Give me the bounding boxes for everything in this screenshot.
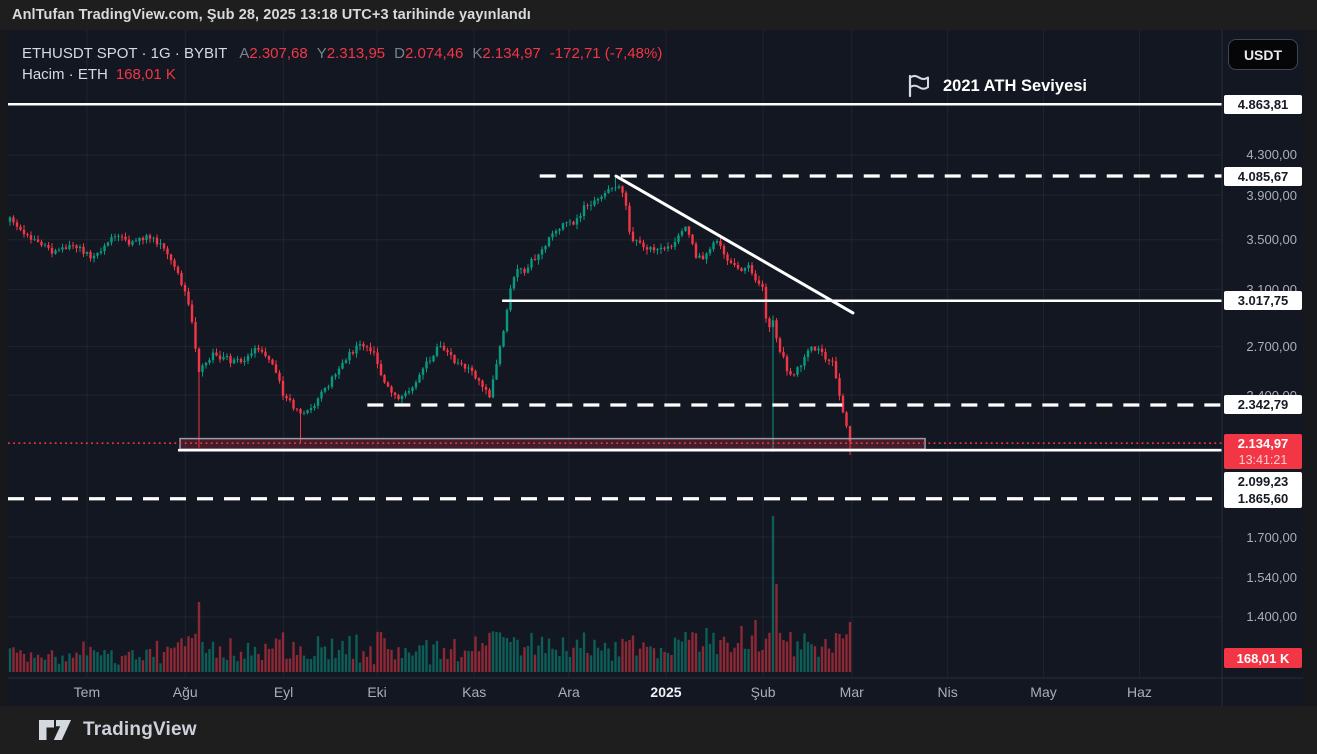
ath-annotation-label: 2021 ATH Seviyesi [943,76,1088,95]
price-tick-label: 3.900,00 [1246,187,1297,203]
volume-axis-label: 168,01 K [1224,648,1302,668]
price-tick-label: 1.400,00 [1246,609,1297,625]
ohlc-item: D2.074,46 [394,45,464,62]
price-tick-label: 4.300,00 [1246,147,1297,163]
time-tick-label: Ağu [172,684,198,700]
horizontal-level-lines[interactable] [8,102,1222,501]
time-tick-label: Haz [1126,684,1152,700]
bar-countdown: 13:41:21 [1238,452,1288,467]
axis-borders [8,30,1303,706]
gridlines [8,30,1222,678]
chart-legend: ETHUSDT SPOT · 1G · BYBIT A2.307,68 Y2.31… [22,43,662,85]
legend-volume-row: Hacim · ETH 168,01 K [22,64,662,85]
volume-study-label[interactable]: Hacim · ETH [22,66,108,83]
volume-value: 168,01 K [115,66,176,83]
symbol-title[interactable]: ETHUSDT SPOT · 1G · BYBIT [22,45,228,62]
level-price-label: 3.017,75 [1224,291,1302,311]
time-tick-label: Şub [750,684,776,700]
demand-zone[interactable] [179,437,926,450]
ohlc-item: A2.307,68 [239,45,308,62]
price-tick-label: 1.540,00 [1246,570,1297,586]
time-tick-label: May [1030,684,1057,700]
attribution-text: AnlTufan TradingView.com, Şub 28, 2025 1… [12,7,531,23]
attribution-bar: AnlTufan TradingView.com, Şub 28, 2025 1… [0,0,1317,30]
time-tick-label: 2025 [650,684,682,700]
time-tick-label: Mar [839,684,864,700]
level-price-label: 2.342,79 [1224,395,1302,415]
level-price-label: 1.865,60 [1224,489,1302,509]
price-tick-label: 1.700,00 [1246,529,1297,545]
chart-pane[interactable] [8,30,1303,706]
price-tick-label: 2.700,00 [1246,339,1297,355]
time-tick-label: Tem [73,684,101,700]
ath-annotation[interactable]: 2021 ATH Seviyesi [906,74,1087,98]
time-tick-label: Eki [367,684,387,700]
trendline[interactable] [614,174,855,315]
change-value: -172,71 (-7,48%) [549,45,663,62]
ohlc-values: A2.307,68 Y2.313,95 D2.074,46 K2.134,97 [239,43,549,64]
flag-icon [908,74,929,98]
volume-series [8,516,852,672]
tradingview-brand-text[interactable]: TradingView [83,719,197,740]
footer-bar: TradingView [0,706,1317,754]
level-price-label: 2.099,23 [1224,471,1302,491]
tradingview-logo-icon[interactable] [38,719,72,741]
descending-trendline[interactable] [614,174,855,315]
level-price-label: 4.863,81 [1224,94,1302,114]
currency-toggle-button[interactable]: USDT [1228,39,1298,70]
demand-zone-rectangle[interactable] [179,437,926,450]
ohlc-item: K2.134,97 [472,45,541,62]
time-tick-label: Eyl [273,684,294,700]
time-tick-label: Ara [557,684,580,700]
level-price-label: 4.085,67 [1224,166,1302,186]
current-price-label: 2.134,97 13:41:21 [1224,434,1302,470]
candlestick-series [8,176,852,456]
time-tick-label: Kas [462,684,487,700]
legend-symbol-row: ETHUSDT SPOT · 1G · BYBIT A2.307,68 Y2.31… [22,43,662,64]
ohlc-item: Y2.313,95 [316,45,386,62]
time-tick-label: Nis [937,684,958,700]
price-tick-label: 3.500,00 [1246,232,1297,248]
